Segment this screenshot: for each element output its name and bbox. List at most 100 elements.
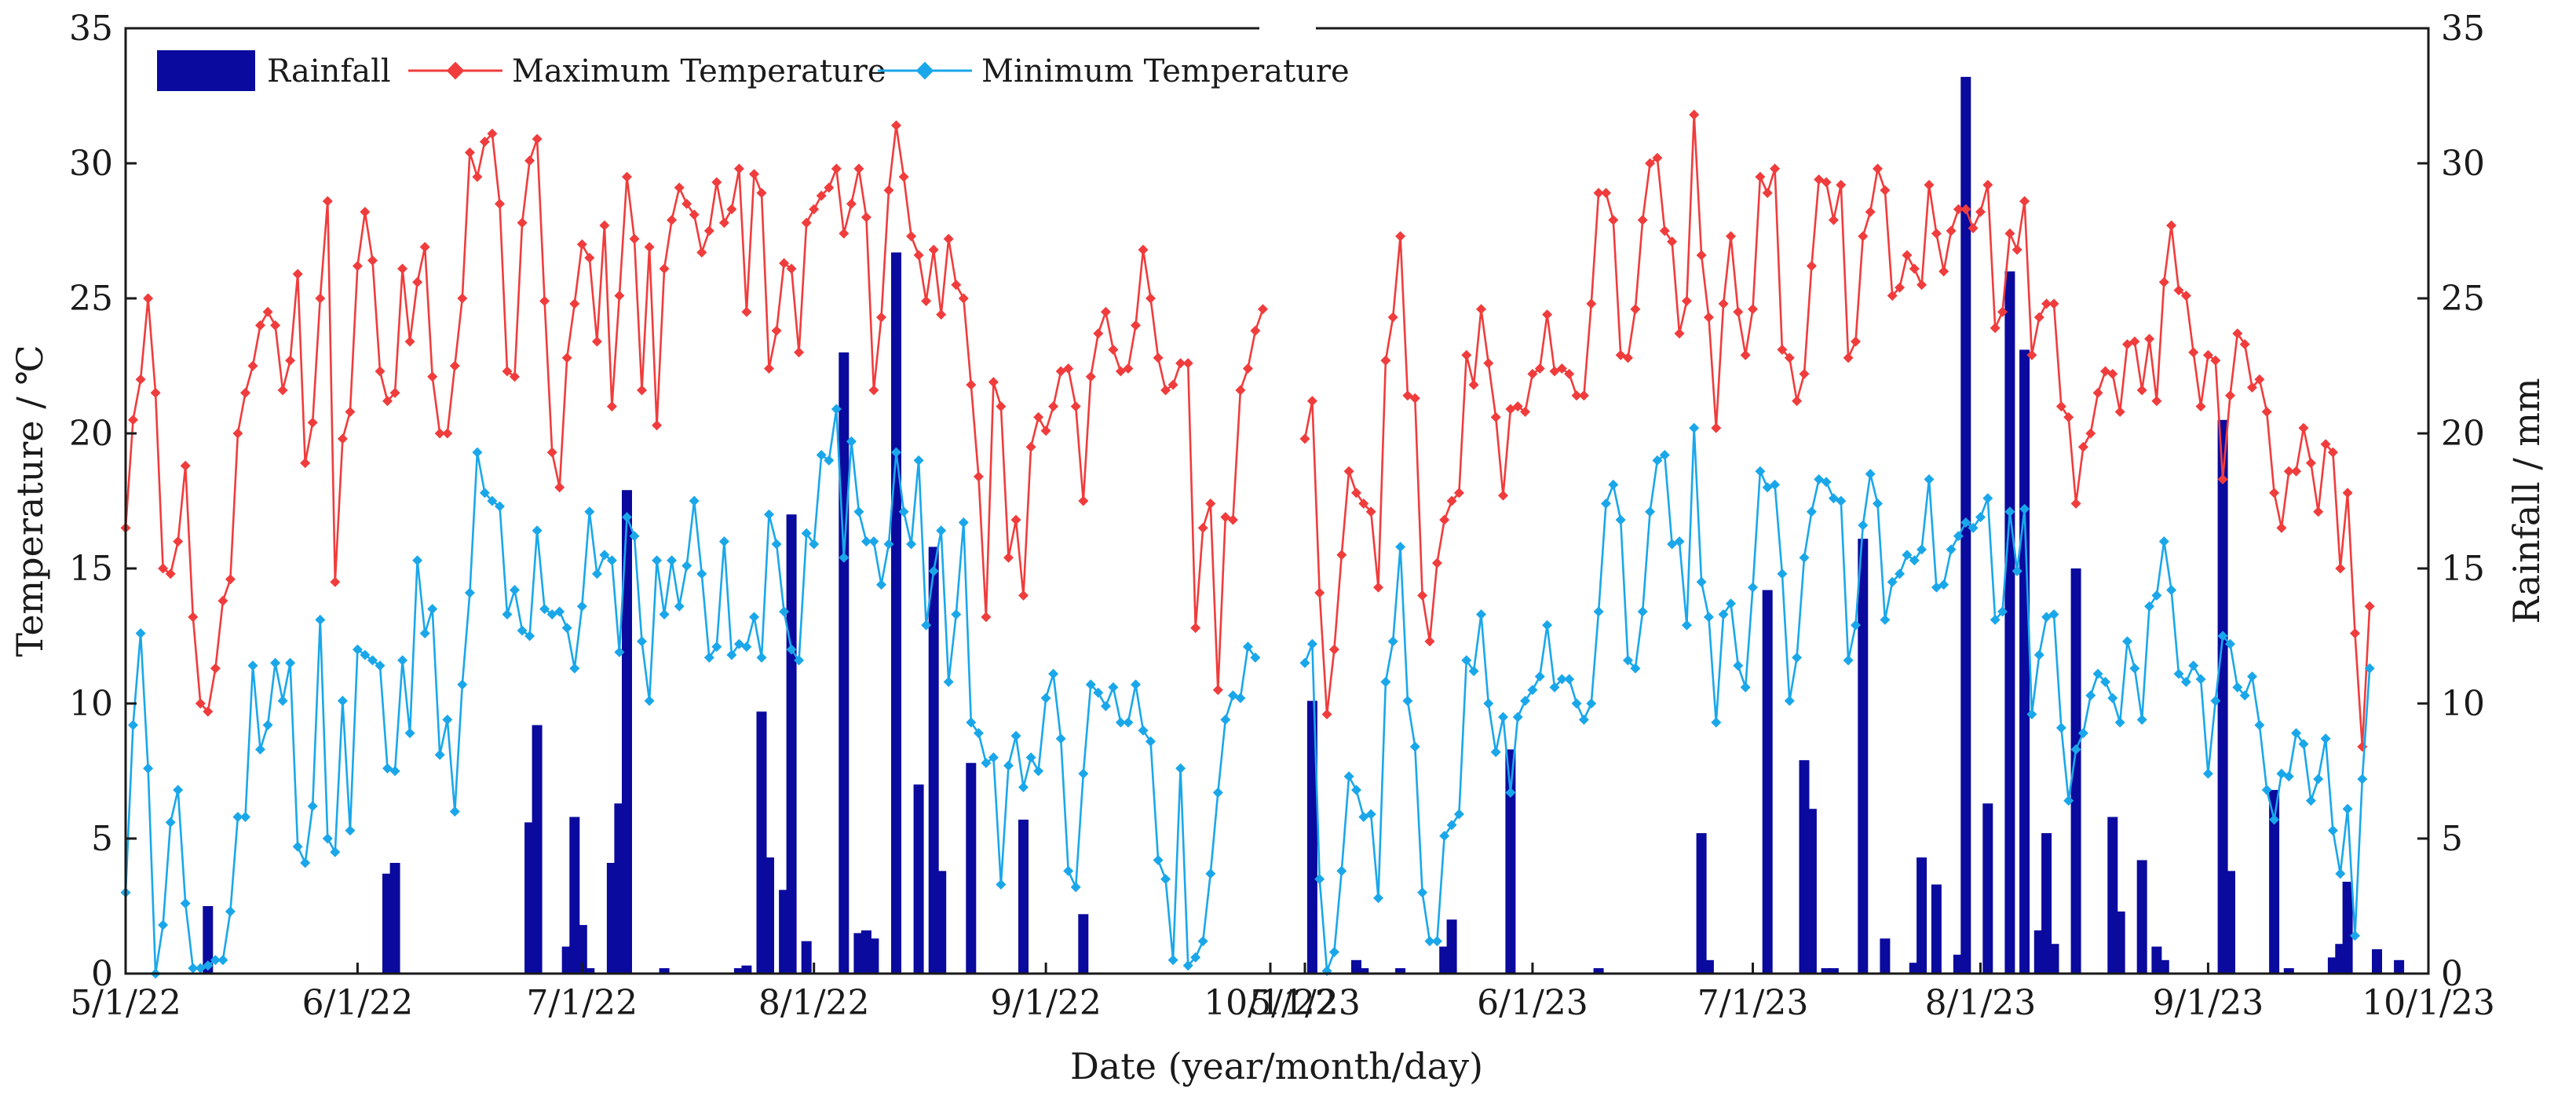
max-temp-point (846, 199, 857, 210)
max-temp-point (1777, 344, 1788, 355)
max-temp-point (973, 471, 984, 482)
panel-2023 (1299, 76, 2405, 977)
x-tick-label: 5/1/23 (1249, 983, 1361, 1023)
max-temp-point (1063, 363, 1074, 374)
max-temp-point (1828, 214, 1839, 225)
max-temp-point (195, 698, 206, 709)
y-tick-label-right: 35 (2441, 9, 2485, 49)
rainfall-bar (2158, 959, 2169, 974)
min-temp-point (1250, 652, 1261, 663)
min-temp-point (816, 450, 827, 460)
max-temp-point (883, 185, 894, 196)
max-temp-point (2195, 401, 2206, 412)
max-temp-point (2151, 396, 2162, 407)
max-temp-point (681, 199, 692, 210)
min-temp-point (794, 655, 805, 666)
min-temp-point (292, 841, 303, 852)
rainfall-bar (764, 857, 774, 974)
rainfall-bar (203, 906, 214, 974)
max-temp-point (165, 568, 176, 579)
max-temp-point (1070, 401, 1081, 412)
min-temp-point (898, 506, 909, 517)
rainfall-bar (2217, 419, 2228, 974)
min-temp-point (1549, 682, 1560, 693)
min-temp-point (958, 517, 969, 528)
rainfall-bar (2019, 349, 2030, 974)
max-temp-point (853, 163, 864, 174)
min-temp-point (1018, 782, 1029, 793)
max-temp-point (330, 576, 341, 587)
max-temp-point (898, 171, 909, 182)
rainfall-bar (1982, 803, 1993, 974)
max-temp-point (1960, 204, 1971, 214)
min-temp-point (2173, 668, 2184, 679)
rainfall-bar (2070, 568, 2081, 974)
max-temp-point (1387, 312, 1398, 323)
min-temp-point (726, 649, 737, 660)
rainfall-bar (1858, 539, 1869, 974)
max-temp-point (996, 401, 1007, 412)
min-temp-point (599, 550, 610, 561)
max-temp-point (270, 320, 281, 331)
min-temp-point (1902, 550, 1913, 561)
max-temp-point (1762, 188, 1773, 199)
min-temp-point (1100, 700, 1111, 711)
max-temp-point (449, 360, 460, 371)
max-temp-point (2048, 298, 2059, 309)
min-temp-point (524, 630, 535, 641)
x-tick-label: 10/1/23 (2362, 983, 2495, 1023)
max-temp-point (2232, 328, 2243, 339)
max-temp-point (674, 182, 685, 193)
max-temp-point (1681, 295, 1692, 306)
min-temp-point (2004, 506, 2015, 517)
min-temp-point (1792, 652, 1803, 663)
min-temp-point (928, 565, 939, 576)
rainfall-bar (2283, 968, 2294, 974)
max-temp-point (703, 225, 714, 236)
min-temp-point (1235, 693, 1246, 703)
max-temp-point (1726, 231, 1736, 242)
min-temp-point (2247, 671, 2257, 682)
max-temp-point (2210, 355, 2221, 366)
max-temp-point (1858, 231, 1869, 242)
max-temp-point (1483, 358, 1494, 369)
min-temp-point (2026, 709, 2037, 720)
max-temp-point (255, 320, 265, 331)
x-axis: 5/1/22 6/1/22 7/1/22 8/1/22 9/1/22 10/1/225/1… (70, 963, 2495, 1023)
y-tick-label-left: 15 (69, 549, 113, 589)
min-temp-point (1490, 747, 1501, 758)
min-temp-point (1564, 674, 1575, 685)
min-temp-point (779, 606, 790, 617)
max-temp-point (1593, 188, 1604, 199)
max-temp-point (1235, 385, 1246, 396)
min-temp-point (1637, 606, 1648, 617)
min-temp-point (1623, 655, 1633, 666)
min-temp-point (868, 536, 879, 547)
max-temp-point (1476, 304, 1486, 315)
max-temp-point (1916, 280, 1927, 291)
min-temp-point (180, 898, 191, 909)
rainfall-bar (1703, 959, 1714, 974)
min-temp-point (1078, 768, 1089, 779)
max-temp-point (1799, 368, 1810, 379)
max-temp-point (1498, 490, 1508, 501)
min-temp-point (1873, 498, 1883, 509)
min-temp-point (1718, 609, 1729, 619)
rainfall-bar (2269, 790, 2280, 974)
legend: Rainfall Maximum Temperature Minimum Tem… (157, 50, 1350, 91)
min-temp-point (300, 857, 311, 868)
min-temp-point (891, 447, 901, 458)
min-temp-point (1431, 936, 1442, 947)
min-temp-point (883, 539, 894, 550)
min-temp-point (1997, 606, 2008, 617)
y-axis-left: 0 5 10 15 20 25 30 35 (69, 9, 137, 994)
max-temp-point (591, 336, 602, 347)
max-temp-point (1873, 163, 1883, 174)
max-temp-point (1821, 177, 1832, 188)
min-temp-point (1953, 531, 1964, 542)
rainfall-bar (2114, 911, 2125, 974)
min-temp-point (1880, 614, 1891, 625)
max-temp-point (2202, 349, 2213, 360)
max-temp-point (292, 269, 303, 280)
min-temp-point (2180, 677, 2191, 687)
